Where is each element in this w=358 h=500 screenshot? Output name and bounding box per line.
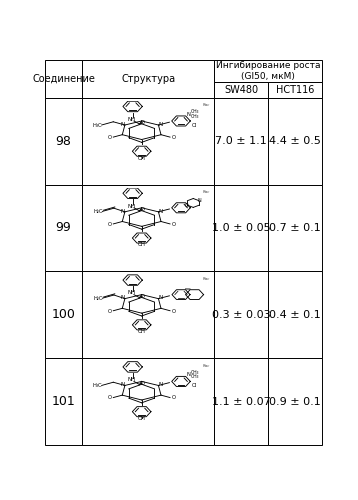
Text: 4.4 ± 0.5: 4.4 ± 0.5 xyxy=(269,136,321,146)
Bar xyxy=(82,184,214,272)
Bar xyxy=(214,272,268,358)
Text: 0.7 ± 0.1: 0.7 ± 0.1 xyxy=(269,223,321,233)
Text: 7.0 ± 1.1: 7.0 ± 1.1 xyxy=(215,136,267,146)
Text: 99: 99 xyxy=(55,222,71,234)
Text: 0.9 ± 0.1: 0.9 ± 0.1 xyxy=(269,396,321,406)
Bar xyxy=(82,98,214,184)
Text: 1.0 ± 0.05: 1.0 ± 0.05 xyxy=(212,223,270,233)
Text: HCT116: HCT116 xyxy=(276,85,314,95)
Bar xyxy=(45,272,82,358)
Bar xyxy=(82,358,214,445)
Bar xyxy=(214,60,322,82)
Bar xyxy=(268,98,322,184)
Bar xyxy=(214,82,268,98)
Bar xyxy=(268,272,322,358)
Bar xyxy=(268,82,322,98)
Bar xyxy=(45,358,82,445)
Bar xyxy=(214,184,268,272)
Bar xyxy=(268,184,322,272)
Bar xyxy=(214,98,268,184)
Text: 0.4 ± 0.1: 0.4 ± 0.1 xyxy=(269,310,321,320)
Bar xyxy=(82,60,214,98)
Text: 101: 101 xyxy=(52,395,75,408)
Text: Ингибирование роста
(GI50, мкМ): Ингибирование роста (GI50, мкМ) xyxy=(216,62,320,81)
Text: Структура: Структура xyxy=(121,74,175,84)
Bar xyxy=(45,98,82,184)
Bar xyxy=(268,358,322,445)
Bar xyxy=(82,272,214,358)
Bar xyxy=(45,60,82,98)
Bar xyxy=(214,358,268,445)
Bar xyxy=(45,184,82,272)
Text: Соединение: Соединение xyxy=(32,74,95,84)
Text: 100: 100 xyxy=(52,308,76,322)
Text: SW480: SW480 xyxy=(224,85,258,95)
Text: 98: 98 xyxy=(55,134,71,147)
Text: 1.1 ± 0.07: 1.1 ± 0.07 xyxy=(212,396,270,406)
Text: 0.3 ± 0.03: 0.3 ± 0.03 xyxy=(212,310,270,320)
